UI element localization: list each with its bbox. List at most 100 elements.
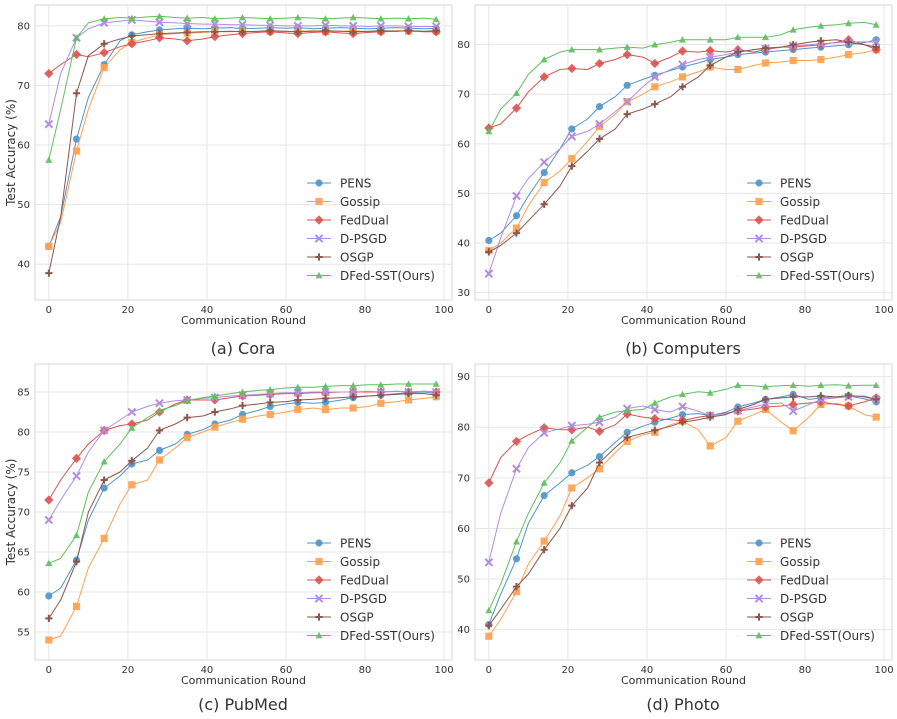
- data-point: [678, 410, 687, 419]
- data-point: [238, 20, 247, 29]
- data-point: [761, 395, 770, 404]
- data-point: [512, 89, 521, 97]
- x-tick-label: 40: [641, 665, 654, 676]
- x-tick-label: 100: [435, 665, 454, 676]
- data-point: [484, 558, 494, 567]
- data-point: [595, 413, 604, 421]
- data-point: [183, 28, 191, 37]
- y-tick-label: 60: [17, 588, 30, 599]
- legend-entry: DFed-SST(Ours): [780, 629, 875, 643]
- data-point: [100, 63, 108, 72]
- legend-entry: FedDual: [780, 574, 829, 588]
- data-point: [293, 388, 303, 398]
- data-point: [872, 21, 880, 28]
- data-point: [622, 409, 632, 419]
- legend-marker: [755, 271, 763, 279]
- y-tick-label: 55: [17, 628, 30, 639]
- y-tick-label: 90: [457, 372, 470, 383]
- panel-caption: (b) Computers: [625, 339, 741, 358]
- data-point: [321, 20, 330, 30]
- y-tick-label: 30: [457, 288, 470, 299]
- legend-entry: D-PSGD: [780, 592, 827, 606]
- data-point: [44, 119, 54, 129]
- y-tick-label: 50: [17, 200, 30, 211]
- legend-entry: D-PSGD: [340, 592, 387, 606]
- data-point: [789, 41, 797, 49]
- data-point: [512, 191, 521, 201]
- legend-marker: [755, 631, 763, 639]
- data-point: [485, 248, 493, 256]
- x-axis-label: Communication Round: [621, 314, 746, 327]
- y-tick-label: 60: [457, 524, 470, 535]
- data-point: [266, 402, 274, 410]
- data-point: [321, 406, 330, 414]
- legend-entry: D-PSGD: [340, 232, 387, 246]
- data-point: [294, 396, 302, 404]
- data-point: [789, 393, 797, 401]
- data-point: [293, 21, 303, 31]
- x-tick-label: 60: [280, 305, 293, 316]
- data-point: [844, 391, 853, 399]
- data-point: [128, 14, 136, 21]
- data-point: [266, 15, 274, 22]
- data-point: [377, 391, 385, 399]
- data-point: [706, 442, 714, 450]
- legend-marker: [315, 557, 323, 566]
- x-tick-label: 40: [201, 305, 214, 316]
- legend: PENS Gossip FedDual D-PSGD OSGP DFed-SST(Ours…: [747, 177, 875, 283]
- data-point: [540, 55, 548, 63]
- data-point: [99, 47, 109, 58]
- data-point: [844, 50, 853, 59]
- data-point: [210, 31, 220, 42]
- legend-entry: PENS: [780, 177, 811, 191]
- data-point: [377, 27, 385, 35]
- y-tick-label: 40: [457, 238, 470, 249]
- data-point: [100, 534, 108, 542]
- data-point: [485, 621, 493, 630]
- y-tick-label: 70: [17, 508, 30, 519]
- legend-marker: [755, 197, 763, 206]
- data-point: [623, 428, 631, 436]
- y-axis-label: Test Accuracy (%): [4, 99, 18, 207]
- data-point: [377, 15, 385, 22]
- data-point: [512, 229, 521, 237]
- legend-entry: FedDual: [780, 214, 829, 228]
- data-point: [705, 52, 715, 62]
- panel-caption: (a) Cora: [211, 339, 276, 358]
- legend-marker: [754, 575, 764, 585]
- data-point: [789, 381, 797, 389]
- data-point: [512, 538, 521, 545]
- data-point: [183, 434, 191, 442]
- x-tick-label: 20: [562, 305, 575, 316]
- data-point: [567, 132, 577, 141]
- x-tick-label: 40: [201, 665, 214, 676]
- legend-entry: FedDual: [340, 214, 389, 228]
- legend-marker: [755, 539, 763, 547]
- data-point: [595, 465, 604, 473]
- data-point: [595, 46, 604, 53]
- data-point: [100, 40, 108, 48]
- data-point: [734, 417, 742, 425]
- data-point: [512, 588, 521, 596]
- data-point: [155, 406, 164, 414]
- data-point: [511, 436, 522, 447]
- data-point: [540, 178, 548, 187]
- chart-panel-1: 0 20 40 60 80 100 40 50 60 70 80 Communication Roun…: [4, 4, 454, 358]
- data-point: [623, 433, 631, 441]
- data-point: [817, 55, 825, 64]
- data-point: [45, 269, 53, 277]
- data-point: [484, 269, 494, 279]
- data-point: [321, 387, 330, 397]
- data-point: [349, 404, 357, 412]
- data-point: [843, 401, 854, 411]
- x-tick-label: 60: [280, 665, 293, 676]
- data-point: [706, 413, 714, 421]
- data-point: [677, 46, 688, 56]
- data-point: [761, 399, 770, 409]
- data-point: [539, 428, 549, 438]
- data-point: [404, 390, 413, 398]
- data-point: [651, 71, 659, 80]
- y-tick-label: 70: [457, 473, 470, 484]
- data-point: [594, 58, 605, 69]
- data-point: [238, 388, 247, 395]
